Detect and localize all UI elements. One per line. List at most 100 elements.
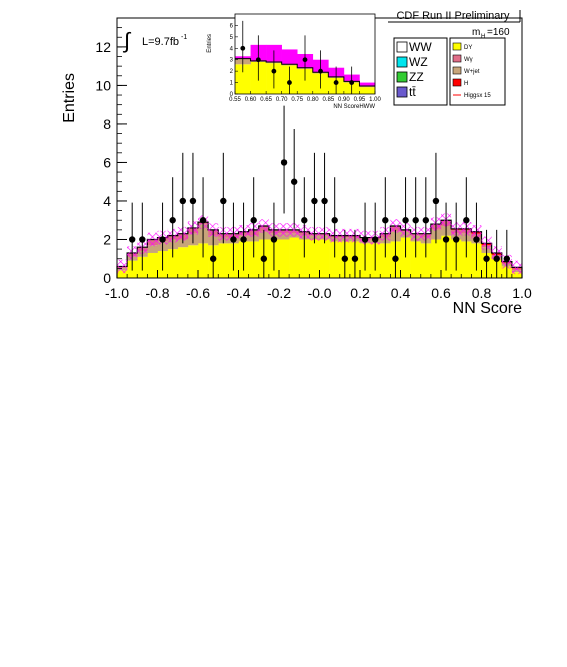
data-point <box>139 236 146 243</box>
inset-y-tick-label: 6 <box>230 23 234 29</box>
legend-swatch-5 <box>452 54 462 63</box>
inset-bar-8 <box>359 82 376 86</box>
bar-dy-20 <box>319 239 330 278</box>
legend-swatch-7 <box>452 78 462 87</box>
bar-dy-8 <box>198 243 209 278</box>
data-point <box>341 255 349 262</box>
inset-x-tick-label: 0.55 <box>229 97 241 103</box>
legend-swatch-1 <box>396 56 408 68</box>
x-tick-label: -0.2 <box>267 285 291 301</box>
uncertainty-bin-x-16 <box>279 223 290 237</box>
legend-label-0: WW <box>409 40 432 54</box>
x-tick-label: 1.0 <box>512 285 532 301</box>
bar-dy-17 <box>289 237 300 278</box>
inset-frame <box>234 13 376 95</box>
data-point <box>250 217 257 224</box>
legend-label-8: Higgsx 15 <box>464 93 491 99</box>
y-axis: 0 2 4 6 8 10 12 <box>95 27 127 286</box>
legend-label-7: H <box>464 81 468 87</box>
data-point <box>361 236 369 243</box>
data-point <box>412 217 419 224</box>
y-tick-label: 0 <box>103 270 111 286</box>
inset-bar-3 <box>281 49 298 65</box>
inset-data-point <box>287 80 292 85</box>
bar-dy-21 <box>329 241 341 278</box>
data-points <box>128 105 511 278</box>
bar-dy-39 <box>511 272 523 278</box>
inset-data-point <box>302 57 308 63</box>
data-point <box>463 217 470 224</box>
inset-y-tick-label: 4 <box>230 46 234 52</box>
legend-swatch-2 <box>396 71 408 83</box>
data-point <box>442 236 450 243</box>
inset-plot: 0.55 0.60 0.65 0.70 0.75 0.80 0.85 0.90 0.95 1.00… <box>207 13 381 110</box>
x-tick-label: 0.4 <box>391 285 411 301</box>
y-tick-label: 6 <box>103 154 111 170</box>
inset-y-tick-label: 5 <box>230 35 234 41</box>
data-point <box>189 197 197 205</box>
bar-dy-10 <box>218 243 229 278</box>
x-tick-label: -0.4 <box>226 285 250 301</box>
bar-dy-30 <box>420 243 432 278</box>
data-point <box>382 217 389 224</box>
integral-symbol: ∫ <box>122 28 132 53</box>
data-point <box>321 197 328 205</box>
inset-x-tick-label: 0.75 <box>291 97 303 103</box>
inset-bar-0 <box>235 64 251 94</box>
luminosity-label: ∫ L=9.7fb -1 <box>122 28 187 53</box>
inset-bar-8 <box>359 86 376 88</box>
mass-subscript: H <box>481 34 485 40</box>
uncertainty-bin-x-14 <box>258 219 269 233</box>
y-axis-title: Entries <box>61 73 78 123</box>
mass-value: =160 <box>487 27 510 38</box>
x-tick-label: -0.8 <box>145 285 169 301</box>
inset-x-tick-label: 0.70 <box>276 97 288 103</box>
data-point <box>159 236 166 243</box>
data-point <box>199 217 207 224</box>
x-axis-title: NN Score <box>453 300 522 317</box>
luminosity-text: L=9.7fb <box>142 36 179 48</box>
inset-x-tick-label: 0.65 <box>260 97 272 103</box>
uncertainty-bin-x-3 <box>147 232 158 247</box>
x-tick-label: -0.6 <box>186 285 210 301</box>
uncertainty-bin-x-17 <box>289 223 300 237</box>
data-point <box>169 217 176 224</box>
inset-data-point <box>333 80 339 85</box>
bar-dy-16 <box>279 239 290 278</box>
bar-dy-13 <box>248 241 260 278</box>
y-tick-label: 10 <box>95 77 111 93</box>
uncertainty-bin-x-0 <box>117 259 128 274</box>
data-point <box>230 236 237 243</box>
legend-label-4: DY <box>464 45 472 51</box>
inset-bar-4 <box>297 68 314 94</box>
bar-dy-6 <box>177 247 189 278</box>
legend-label-1: WZ <box>409 55 428 69</box>
legend-label-5: Wγ <box>464 57 473 63</box>
data-point <box>301 217 308 224</box>
data-point <box>209 255 217 262</box>
data-point <box>240 236 247 243</box>
bar-dy-18 <box>299 239 310 278</box>
inset-data-points <box>240 20 355 94</box>
data-point <box>422 217 430 224</box>
inset-data-point <box>318 68 323 74</box>
bar-w-jet-3 <box>147 245 158 253</box>
inset-x-axis-title: NN ScoreHWW <box>333 104 375 110</box>
data-point <box>503 255 511 262</box>
luminosity-exponent: -1 <box>181 34 187 41</box>
inset-bar-3 <box>281 64 298 66</box>
legend-swatch-4 <box>452 42 462 51</box>
inset-y-tick-label: 0 <box>230 92 234 98</box>
x-tick-label: 0.8 <box>472 285 492 301</box>
x-tick-label: 0.2 <box>350 285 370 301</box>
inset-x-tick-label: 1.00 <box>369 97 381 103</box>
inset-y-tick-label: 2 <box>230 69 234 75</box>
data-point <box>220 197 227 205</box>
inset-x-tick-label: 0.60 <box>245 97 257 103</box>
bar-dy-19 <box>309 239 320 278</box>
legend-swatch-3 <box>396 86 408 98</box>
title-box: CDF Run II Preliminary m H =160 <box>388 10 521 40</box>
data-point <box>311 197 318 205</box>
bar-dy-5 <box>167 249 179 278</box>
legend-swatch-6 <box>452 66 462 75</box>
